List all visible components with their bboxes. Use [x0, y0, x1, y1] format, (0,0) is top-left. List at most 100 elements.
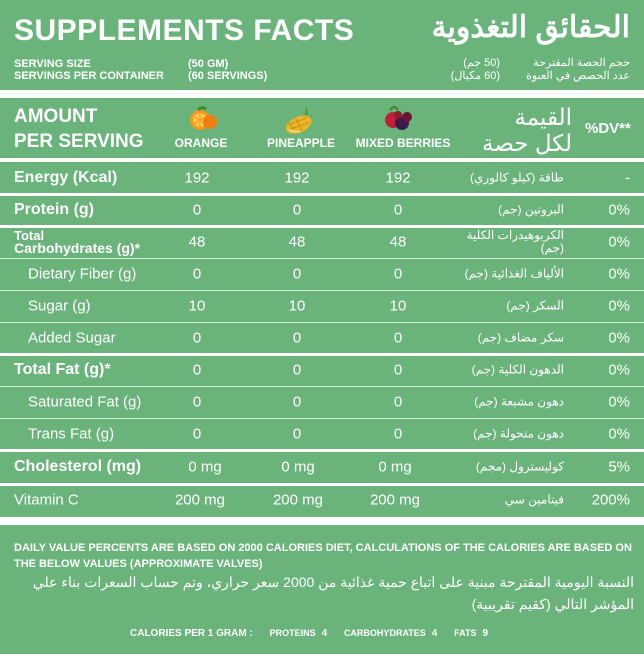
- value-mixed-berries: 10: [389, 297, 407, 315]
- nutrient-name-ar: الألياف الغذائية (جم): [464, 266, 564, 281]
- daily-value: 0%: [608, 329, 630, 347]
- nutrient-name-ar: الكربوهيدرات الكلية (جم): [466, 228, 564, 255]
- serving-size-ar: حجم الحصة المقترحة: [533, 57, 630, 69]
- nutrient-name-ar: البروتين (جم): [498, 202, 564, 217]
- value-pineapple: 192: [284, 169, 310, 187]
- value-mixed-berries: 0: [393, 425, 403, 443]
- value-orange: 200 mg: [174, 491, 226, 509]
- pineapple-icon: [284, 104, 318, 139]
- servings-per-container-label: SERVINGS PER CONTAINER: [14, 70, 164, 82]
- table-bottom-thick-rule: [0, 517, 644, 525]
- nutrient-name-ar: الدهون الكلية (جم): [471, 362, 564, 377]
- nutrient-row-protein: Protein (g) 0 0 0 البروتين (جم) 0%: [0, 194, 644, 226]
- nutrient-row-vitamin-c: Vitamin C 200 mg 200 mg 200 mg فيتامين س…: [0, 484, 644, 516]
- nutrient-name: Total Carbohydrates (g)*: [14, 228, 141, 256]
- title-ar: الحقائق التغذوية: [431, 11, 630, 44]
- nutrient-name: Dietary Fiber (g): [28, 265, 137, 283]
- daily-value: 200%: [591, 491, 630, 509]
- nutrient-name-ar: سكر مضاف (جم): [477, 330, 564, 345]
- value-orange: 192: [184, 169, 210, 187]
- nutrient-row-total-fat: Total Fat (g)* 0 0 0 الدهون الكلية (جم) …: [0, 354, 644, 386]
- column-orange: ORANGE: [174, 136, 228, 150]
- row-rule: [0, 193, 644, 196]
- serving-size-value: (50 GM): [188, 58, 229, 70]
- daily-value: 0%: [608, 425, 630, 443]
- nutrient-name: Trans Fat (g): [28, 425, 115, 443]
- value-pineapple: 0: [292, 393, 302, 411]
- daily-value: 0%: [608, 297, 630, 315]
- value-pineapple: 10: [288, 297, 306, 315]
- fats-value: 9: [482, 628, 489, 639]
- carbohydrates-label: CARBOHYDRATES: [343, 628, 426, 638]
- servings-value-ar: (60 مكيال): [450, 70, 500, 82]
- column-pineapple: PINEAPPLE: [266, 136, 335, 150]
- nutrient-name: Energy (Kcal): [14, 169, 118, 186]
- value-mixed-berries: 0: [393, 393, 403, 411]
- row-divider: [0, 322, 644, 323]
- value-mixed-berries: 0: [393, 201, 403, 219]
- value-mixed-berries: 0 mg: [378, 458, 412, 476]
- nutrient-name-ar: دهون متحولة (جم): [473, 426, 564, 441]
- nutrient-name-ar: دهون مشبعة (جم): [474, 394, 564, 409]
- fats-label: FATS: [454, 628, 477, 638]
- calories-per-gram-footer: CALORIES PER 1 GRAM : PROTEINS 4 CARBOHYD…: [130, 628, 494, 639]
- value-pineapple: 0: [292, 201, 302, 219]
- proteins-label: PROTEINS: [269, 628, 316, 638]
- nutrient-name-ar: السكر (جم): [506, 298, 564, 313]
- daily-value: 0%: [608, 233, 630, 251]
- title-en: SUPPLEMENTS FACTS: [14, 14, 355, 47]
- value-orange: 0: [192, 329, 202, 347]
- row-divider: [0, 290, 644, 291]
- value-mixed-berries: 48: [389, 233, 407, 251]
- daily-value: 0%: [608, 361, 630, 379]
- value-orange: 48: [188, 233, 206, 251]
- table-header-rule: [0, 158, 644, 162]
- column-mixed-berries: MIXED BERRIES: [355, 136, 451, 150]
- value-mixed-berries: 0: [393, 329, 403, 347]
- daily-value: 0%: [608, 265, 630, 283]
- row-divider: [0, 258, 644, 259]
- row-rule: [0, 353, 644, 356]
- servings-ar: عدد الحصص في العبوة: [526, 70, 630, 82]
- servings-per-container-value: (60 SERVINGS): [188, 70, 268, 82]
- value-mixed-berries: 0: [393, 361, 403, 379]
- nutrient-name: Added Sugar: [28, 329, 116, 347]
- value-mixed-berries: 200 mg: [369, 491, 421, 509]
- daily-value-note-en: DAILY VALUE PERCENTS ARE BASED ON 2000 C…: [14, 542, 632, 570]
- value-pineapple: 48: [288, 233, 306, 251]
- value-orange: 0: [192, 361, 202, 379]
- nutrient-name: Saturated Fat (g): [28, 393, 142, 411]
- row-rule: [0, 449, 644, 452]
- value-orange: 0: [192, 201, 202, 219]
- nutrient-name: Sugar (g): [28, 297, 91, 315]
- value-orange: 0: [192, 265, 202, 283]
- value-orange: 0: [192, 425, 202, 443]
- nutrient-name-ar: طاقة (كيلو كالوري): [470, 170, 564, 185]
- nutrient-name: Vitamin C: [14, 491, 79, 509]
- calories-per-gram-label: CALORIES PER 1 GRAM :: [130, 628, 253, 639]
- orange-slices-icon: [188, 106, 218, 137]
- nutrient-row-added-sugar: Added Sugar 0 0 0 سكر مضاف (جم) 0%: [0, 322, 644, 354]
- nutrient-row-trans-fat: Trans Fat (g) 0 0 0 دهون متحولة (جم) 0%: [0, 418, 644, 450]
- serving-size-label: SERVING SIZE: [14, 58, 91, 70]
- nutrient-row-saturated-fat: Saturated Fat (g) 0 0 0 دهون مشبعة (جم) …: [0, 386, 644, 418]
- nutrient-row-energy: Energy (Kcal) 192 192 192 طاقة (كيلو كال…: [0, 162, 644, 194]
- value-pineapple: 200 mg: [272, 491, 324, 509]
- row-rule: [0, 225, 644, 228]
- serving-size-value-ar: (50 جم): [463, 57, 500, 69]
- nutrient-name: Cholesterol (mg): [14, 458, 142, 475]
- nutrient-row-dietary-fiber: Dietary Fiber (g) 0 0 0 الألياف الغذائية…: [0, 258, 644, 290]
- carbohydrates-value: 4: [431, 628, 438, 639]
- row-rule: [0, 483, 644, 486]
- nutrient-name: Protein (g): [14, 201, 94, 218]
- daily-value-heading: %DV**: [585, 120, 631, 137]
- value-orange: 10: [188, 297, 206, 315]
- value-pineapple: 0: [292, 425, 302, 443]
- value-mixed-berries: 192: [385, 169, 411, 187]
- nutrient-row-carbohydrates: Total Carbohydrates (g)* 48 48 48 الكربو…: [0, 226, 644, 258]
- daily-value: 0%: [608, 201, 630, 219]
- daily-value: 5%: [608, 458, 630, 476]
- header-thick-rule: [0, 90, 644, 98]
- row-divider: [0, 418, 644, 419]
- value-orange: 0: [192, 393, 202, 411]
